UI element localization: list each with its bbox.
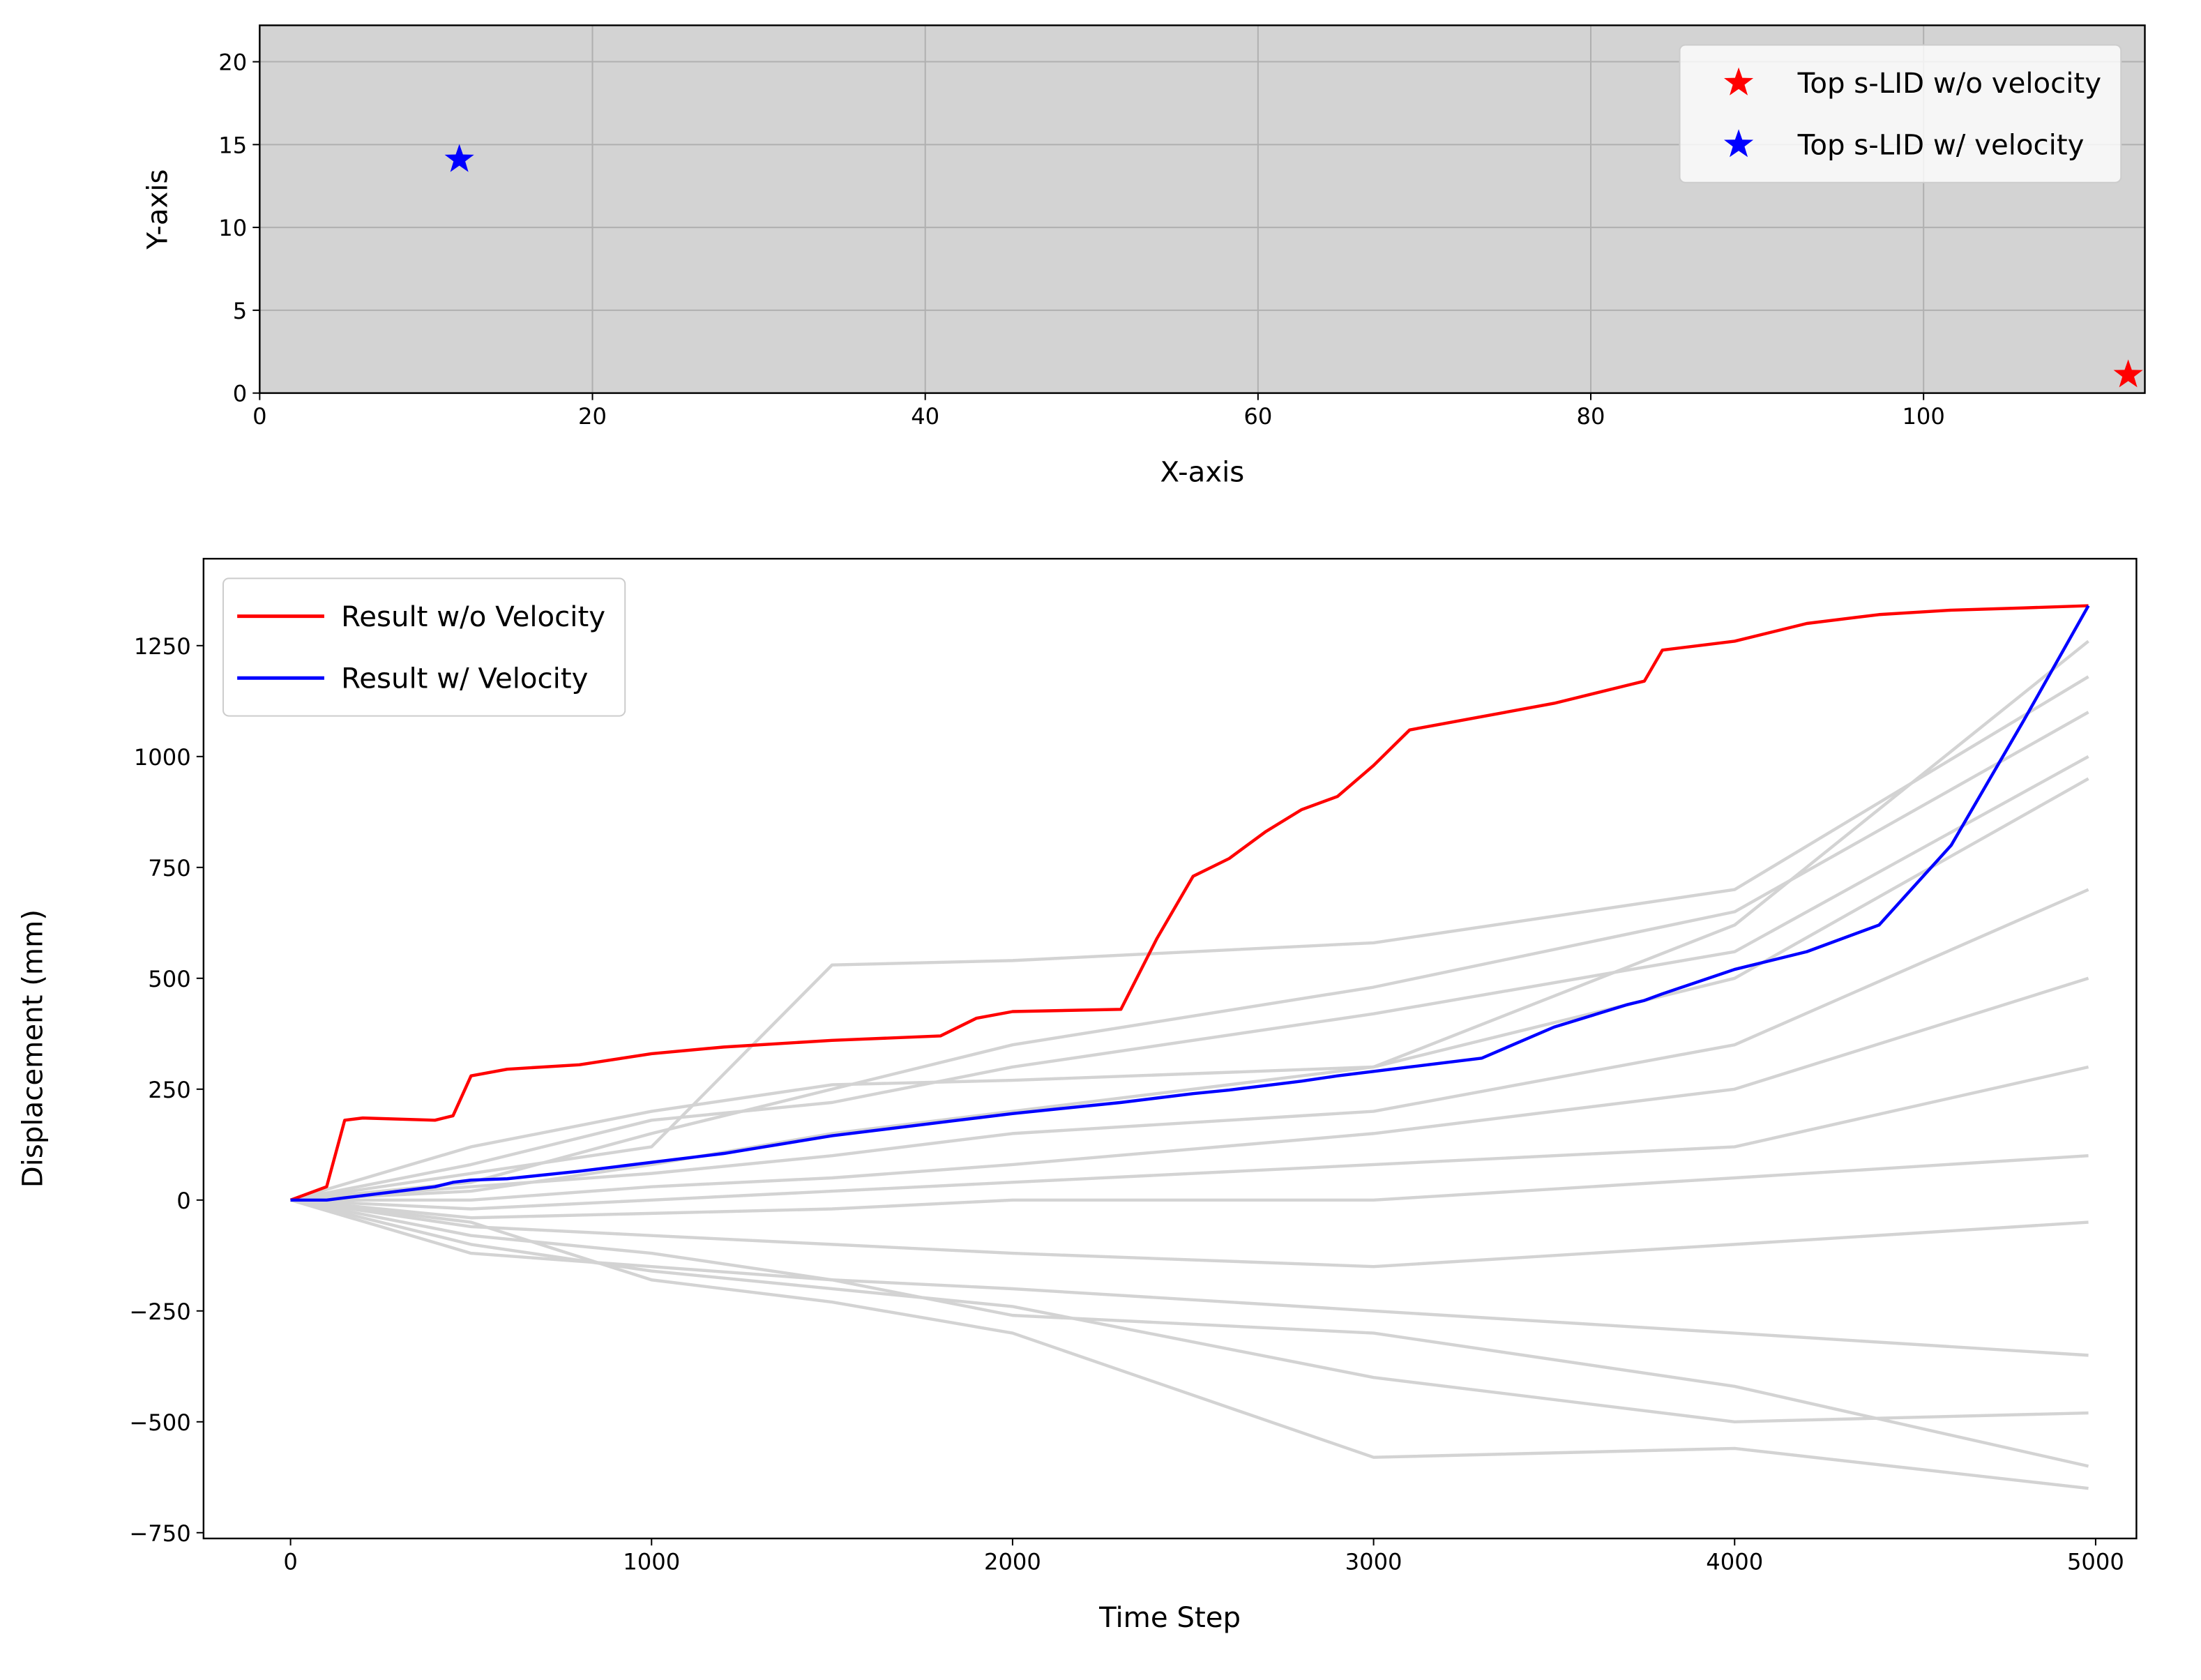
star-point	[444, 144, 474, 172]
x-tick-label: 4000	[1706, 1548, 1763, 1575]
legend-label: Result w/ Velocity	[341, 663, 588, 695]
y-tick-label: 0	[176, 1188, 190, 1214]
legend: Result w/o Velocity Result w/ Velocity	[222, 577, 626, 717]
legend-label: Result w/o Velocity	[341, 601, 605, 633]
x-tick-label: 100	[1902, 403, 1944, 430]
background-line	[290, 711, 2089, 1202]
plot-area	[203, 559, 2137, 1539]
x-tick-label: 40	[911, 403, 939, 430]
y-tick-label: 20	[218, 50, 247, 76]
x-axis-label: X-axis	[1160, 456, 1245, 488]
y-tick-label: 10	[218, 215, 247, 241]
background-line	[290, 675, 2089, 1202]
plot-frame	[202, 557, 2138, 1540]
x-tick-label: 5000	[2067, 1548, 2124, 1575]
y-tick-label: 15	[218, 132, 247, 158]
legend-label: Top s-LID w/o velocity	[1797, 68, 2102, 100]
legend: Top s-LID w/o velocity Top s-LID w/ veloc…	[1679, 44, 2122, 183]
legend-box	[1679, 44, 2122, 183]
x-axis-label: Time Step	[1098, 1602, 1241, 1634]
x-tick-label: 0	[283, 1548, 297, 1575]
y-tick-label: 0	[233, 381, 247, 407]
legend-box	[222, 577, 626, 717]
y-tick-label: −750	[129, 1520, 190, 1547]
y-tick-label: 750	[148, 855, 190, 881]
background-line	[290, 976, 2089, 1202]
y-axis-label: Displacement (mm)	[17, 909, 49, 1188]
y-tick-label: −250	[129, 1299, 190, 1325]
x-tick-label: 20	[578, 403, 607, 430]
x-tick-label: 0	[252, 403, 266, 430]
y-tick-label: 1000	[134, 744, 191, 771]
y-tick-label: 250	[148, 1077, 190, 1103]
background-line	[290, 1198, 2089, 1269]
legend-marker	[1724, 129, 1754, 158]
star-point	[2113, 359, 2143, 388]
background-line	[289, 1198, 2089, 1468]
result-line	[290, 605, 2090, 1202]
background-line	[290, 1065, 2089, 1211]
background-line	[289, 640, 2089, 1202]
background-line	[290, 1198, 2089, 1357]
x-tick-label: 1000	[623, 1548, 680, 1575]
x-tick-label: 3000	[1345, 1548, 1402, 1575]
background-line	[290, 777, 2089, 1202]
legend-label: Top s-LID w/ velocity	[1797, 129, 2085, 161]
legend-marker	[1724, 67, 1754, 96]
marks	[289, 604, 2090, 1490]
x-tick-label: 2000	[984, 1548, 1041, 1575]
background-line	[290, 1153, 2089, 1220]
y-tick-label: 500	[148, 966, 190, 992]
x-tick-label: 60	[1243, 403, 1272, 430]
result-line	[289, 604, 2089, 1202]
y-axis-label: Y-axis	[142, 169, 174, 250]
x-tick-label: 80	[1577, 403, 1605, 430]
background-line	[290, 755, 2089, 1202]
y-tick-label: 1250	[134, 633, 191, 660]
y-tick-label: −500	[129, 1409, 190, 1436]
plot-frame	[259, 24, 2146, 394]
y-tick-label: 5	[233, 298, 247, 324]
background-line	[290, 888, 2089, 1202]
background-line	[290, 1198, 2089, 1490]
